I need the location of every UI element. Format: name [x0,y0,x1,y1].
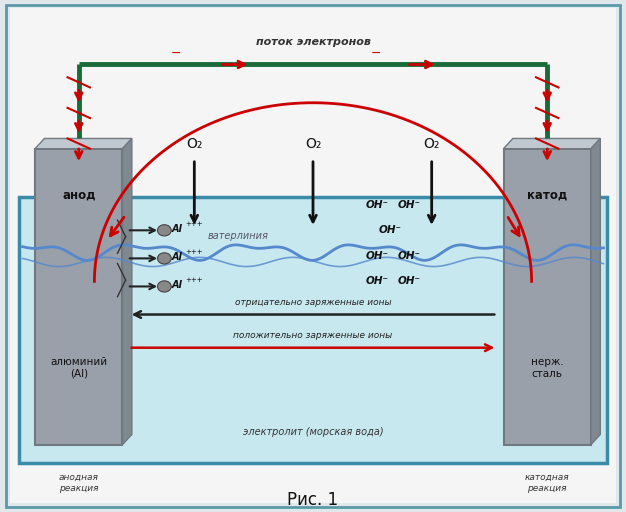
Polygon shape [503,138,600,148]
Circle shape [158,225,172,236]
Text: отрицательно заряженные ионы: отрицательно заряженные ионы [235,298,391,307]
FancyBboxPatch shape [35,148,123,444]
Text: электролит (морская вода): электролит (морская вода) [243,427,383,437]
Text: алюминий
(Al): алюминий (Al) [50,357,107,379]
Polygon shape [35,138,132,148]
Text: OH⁻: OH⁻ [398,200,420,210]
Text: O₂: O₂ [186,137,203,151]
Text: Al: Al [172,281,183,290]
Text: OH⁻: OH⁻ [379,225,402,236]
Polygon shape [591,138,600,444]
Text: OH⁻: OH⁻ [366,251,389,261]
Bar [19,197,607,462]
Text: нерж.
сталь: нерж. сталь [531,357,563,379]
Text: катодная
реакция: катодная реакция [525,473,570,493]
Text: +++: +++ [185,221,203,227]
Text: +++: +++ [185,278,203,283]
Text: O₂: O₂ [305,137,321,151]
Text: O₂: O₂ [423,137,440,151]
Text: +++: +++ [185,249,203,255]
Text: анодная
реакция: анодная реакция [59,473,99,493]
Text: поток электронов: поток электронов [255,37,371,47]
Polygon shape [123,138,132,444]
Text: −: − [170,48,181,60]
Circle shape [158,281,172,292]
Text: OH⁻: OH⁻ [366,200,389,210]
Text: OH⁻: OH⁻ [398,251,420,261]
Text: анод: анод [62,188,96,201]
FancyBboxPatch shape [503,148,591,444]
Text: Рис. 1: Рис. 1 [287,491,339,509]
Text: OH⁻: OH⁻ [366,276,389,286]
Text: OH⁻: OH⁻ [398,276,420,286]
Text: катод: катод [527,188,567,201]
Text: −: − [370,48,381,60]
Text: Al: Al [172,224,183,234]
Text: Al: Al [172,252,183,262]
Text: ватерлиния: ватерлиния [208,230,269,241]
Circle shape [158,253,172,264]
Text: положительно заряженные ионы: положительно заряженные ионы [233,331,393,340]
